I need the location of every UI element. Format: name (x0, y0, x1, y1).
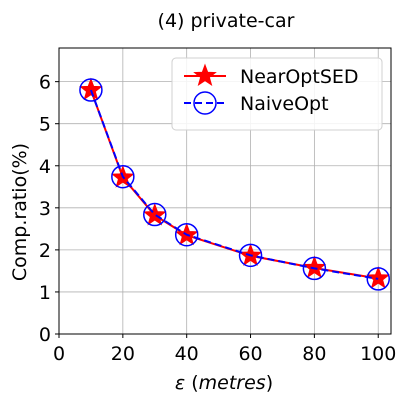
legend-item: NaiveOpt (184, 91, 329, 115)
y-tick-label: 4 (39, 156, 51, 178)
x-tick-label: 40 (175, 343, 199, 365)
data-point (111, 164, 135, 189)
series-naiveopt (79, 78, 390, 291)
y-axis-label: Comp.ratio(%) (9, 143, 31, 281)
data-point (174, 222, 199, 247)
x-axis-ticks: 0 20 40 60 80 100 (53, 334, 396, 365)
x-axis-label-open-paren: ( (191, 372, 198, 394)
legend-marker (193, 63, 217, 87)
y-axis-ticks: 0 1 2 3 4 5 6 (39, 72, 59, 346)
x-tick-label: 0 (53, 343, 65, 365)
data-point (79, 77, 103, 101)
x-tick-label: 20 (111, 343, 135, 365)
y-tick-label: 1 (39, 282, 51, 304)
data-point (302, 256, 327, 281)
data-point (143, 202, 167, 227)
legend-label: NaiveOpt (240, 93, 329, 115)
chart-title: (4) private-car (158, 10, 295, 32)
legend-marker (193, 91, 217, 115)
data-point (142, 202, 167, 226)
y-tick-label: 2 (39, 240, 51, 262)
data-point (238, 243, 263, 268)
x-axis-label-symbol: ε (175, 372, 185, 394)
y-tick-label: 5 (39, 114, 51, 136)
data-point (79, 78, 103, 102)
x-axis-label-unit: metres (199, 372, 266, 394)
data-point (366, 266, 391, 289)
y-tick-label: 3 (39, 198, 51, 220)
y-tick-label: 0 (39, 324, 51, 346)
legend-item: NearOptSED (184, 63, 359, 88)
series-line (89, 89, 379, 280)
data-point (366, 267, 390, 291)
x-axis-label-close-paren: ) (266, 372, 273, 394)
x-tick-label: 60 (238, 343, 262, 365)
x-axis-label: ε (metres) (175, 372, 273, 394)
x-tick-label: 100 (360, 343, 396, 365)
y-tick-label: 6 (39, 72, 51, 94)
data-point (302, 255, 327, 279)
x-tick-label: 80 (302, 343, 326, 365)
series-layer (79, 77, 391, 291)
legend: NearOptSED NaiveOpt (171, 57, 383, 131)
legend-label: NearOptSED (240, 66, 359, 88)
plot-frame (58, 47, 392, 335)
